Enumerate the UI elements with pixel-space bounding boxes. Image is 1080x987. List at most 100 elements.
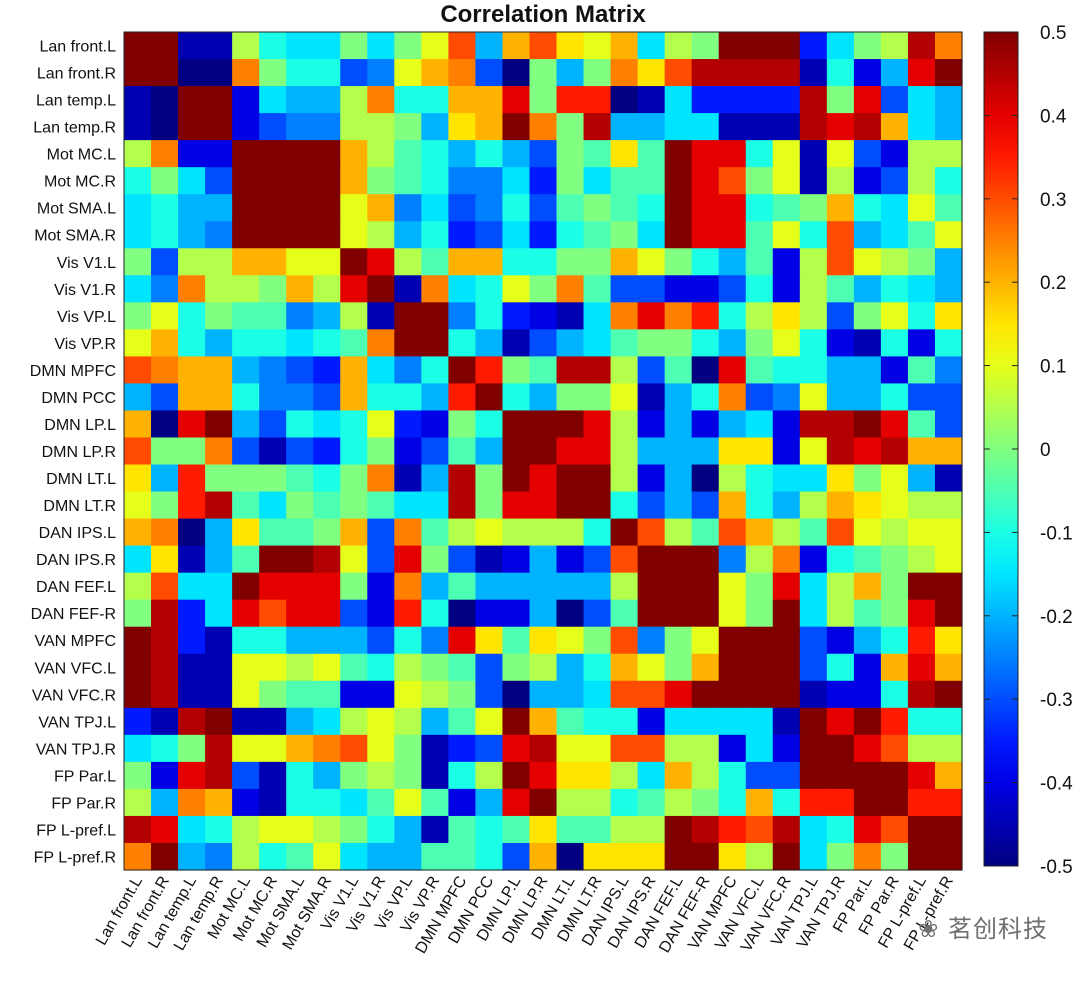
heatmap-cell: [448, 680, 477, 709]
heatmap-cell: [583, 626, 612, 655]
heatmap-cell: [313, 437, 341, 466]
heatmap-cell: [637, 734, 666, 763]
heatmap-cell: [880, 32, 909, 60]
heatmap-cell: [853, 410, 882, 439]
heatmap-cell: [502, 140, 531, 168]
heatmap-cell: [745, 221, 774, 249]
heatmap-cell: [124, 113, 152, 141]
heatmap-cell: [826, 653, 855, 682]
heatmap-cell: [934, 545, 963, 574]
heatmap-cell: [529, 761, 558, 790]
heatmap-cell: [178, 653, 206, 682]
heatmap-cell: [799, 761, 828, 790]
heatmap-cell: [610, 842, 639, 871]
heatmap-cell: [286, 275, 314, 303]
heatmap-cell: [259, 356, 287, 385]
heatmap-cell: [529, 86, 558, 114]
heatmap-cell: [799, 410, 828, 439]
heatmap-cell: [772, 707, 801, 736]
heatmap-cell: [124, 815, 152, 844]
heatmap-cell: [475, 248, 504, 276]
heatmap-cell: [718, 194, 747, 222]
heatmap-cell: [934, 518, 963, 547]
heatmap-cell: [799, 653, 828, 682]
heatmap-cell: [178, 140, 206, 168]
heatmap-cell: [691, 761, 720, 790]
heatmap-cell: [637, 302, 666, 330]
heatmap-cell: [286, 32, 314, 60]
heatmap-cell: [637, 86, 666, 114]
heatmap-cell: [691, 815, 720, 844]
heatmap-cell: [286, 383, 314, 412]
heatmap-cell: [907, 221, 936, 249]
heatmap-cell: [583, 572, 612, 601]
heatmap-cell: [583, 248, 612, 276]
heatmap-cell: [286, 734, 314, 763]
heatmap-cell: [718, 599, 747, 628]
heatmap-cell: [259, 221, 287, 249]
heatmap-cell: [313, 383, 341, 412]
heatmap-cell: [880, 626, 909, 655]
heatmap-cell: [448, 302, 477, 330]
heatmap-cell: [151, 410, 179, 439]
heatmap-cell: [502, 788, 531, 817]
heatmap-cell: [907, 599, 936, 628]
heatmap-cell: [340, 599, 368, 628]
heatmap-cell: [745, 680, 774, 709]
heatmap-cell: [907, 86, 936, 114]
heatmap-cell: [934, 221, 963, 249]
heatmap-cell: [826, 464, 855, 493]
heatmap-cell: [313, 248, 341, 276]
heatmap-cell: [421, 167, 449, 195]
heatmap-cell: [421, 302, 449, 330]
heatmap-cell: [259, 410, 287, 439]
row-label: Lan temp.R: [33, 120, 116, 137]
heatmap-cell: [934, 734, 963, 763]
heatmap-cell: [583, 383, 612, 412]
heatmap-cell: [583, 194, 612, 222]
heatmap-cell: [826, 194, 855, 222]
heatmap-cell: [367, 410, 395, 439]
heatmap-cell: [907, 302, 936, 330]
heatmap-cell: [583, 356, 612, 385]
heatmap-cell: [718, 680, 747, 709]
heatmap-cell: [313, 842, 341, 871]
heatmap-cell: [394, 383, 422, 412]
heatmap-cell: [637, 626, 666, 655]
heatmap-cell: [880, 221, 909, 249]
heatmap-cell: [880, 491, 909, 520]
heatmap-cell: [205, 653, 233, 682]
heatmap-cell: [502, 86, 531, 114]
heatmap-cell: [475, 113, 504, 141]
heatmap-cell: [151, 167, 179, 195]
heatmap-cell: [124, 464, 152, 493]
heatmap-cell: [124, 680, 152, 709]
heatmap-cell: [313, 275, 341, 303]
heatmap-cell: [448, 626, 477, 655]
heatmap-cell: [745, 32, 774, 60]
heatmap-cell: [259, 140, 287, 168]
heatmap-cell: [232, 194, 260, 222]
heatmap-cell: [907, 59, 936, 87]
heatmap-cell: [853, 437, 882, 466]
heatmap-cell: [772, 302, 801, 330]
heatmap-cell: [286, 464, 314, 493]
heatmap-cell: [556, 410, 585, 439]
heatmap-cell: [124, 707, 152, 736]
heatmap-cell: [367, 572, 395, 601]
heatmap-cell: [853, 167, 882, 195]
heatmap-cell: [340, 707, 368, 736]
heatmap-cell: [556, 734, 585, 763]
heatmap-cell: [448, 221, 477, 249]
heatmap-cell: [691, 464, 720, 493]
heatmap-cell: [232, 329, 260, 357]
heatmap-cell: [394, 59, 422, 87]
heatmap-cell: [691, 491, 720, 520]
heatmap-cell: [664, 518, 693, 547]
heatmap-cell: [259, 626, 287, 655]
heatmap-cell: [556, 329, 585, 357]
heatmap-cell: [232, 734, 260, 763]
heatmap-cell: [691, 302, 720, 330]
heatmap-cell: [799, 599, 828, 628]
row-label: Lan front.L: [40, 39, 117, 56]
